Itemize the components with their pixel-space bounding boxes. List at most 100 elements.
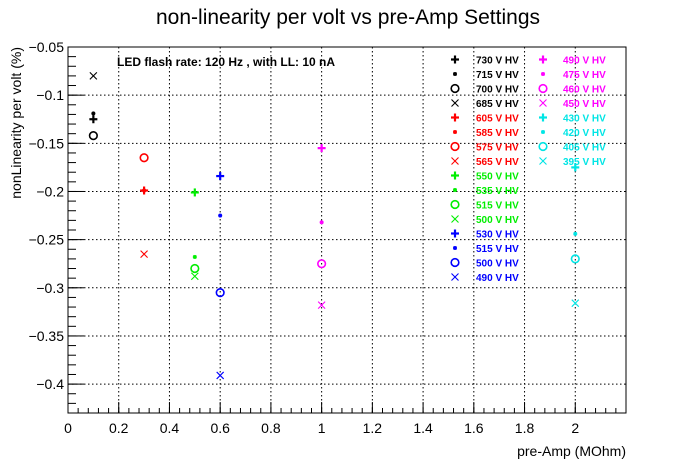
data-point <box>89 72 98 80</box>
chart-title: non-linearity per volt vs pre-Amp Settin… <box>156 6 540 29</box>
legend-item: 395 V HV <box>539 157 606 168</box>
x-tick-label: 1.6 <box>464 420 484 436</box>
data-point <box>88 131 98 141</box>
x-tick-label: 1.4 <box>413 420 433 436</box>
y-tick-label: −0.15 <box>29 135 65 151</box>
legend-label: 430 V HV <box>563 114 606 125</box>
legend-label: 395 V HV <box>563 157 606 168</box>
legend-item: 575 V HV <box>450 141 519 154</box>
legend-marker <box>451 171 459 180</box>
legend-marker <box>450 257 460 268</box>
legend-item: 605 V HV <box>451 113 519 125</box>
legend-marker <box>451 55 459 64</box>
legend-label: 490 V HV <box>563 56 606 67</box>
legend-marker <box>450 141 460 152</box>
legend-marker <box>451 99 459 107</box>
chart-annotation: LED flash rate: 120 Hz , with LL: 10 nA <box>117 55 335 69</box>
data-point <box>317 144 326 153</box>
legend-item: 420 V HV <box>541 128 606 139</box>
legend-label: 515 V HV <box>476 201 519 212</box>
grid <box>67 46 626 413</box>
legend-label: 535 V HV <box>476 186 519 197</box>
legend-item: 565 V HV <box>451 157 519 168</box>
x-tick-label: 1.2 <box>363 420 383 436</box>
data-point <box>139 153 149 163</box>
legend-item: 715 V HV <box>453 70 519 81</box>
data-point <box>190 188 199 197</box>
legend-marker <box>538 83 548 94</box>
legend-item: 515 V HV <box>453 244 519 255</box>
legend-item: 685 V HV <box>451 99 519 110</box>
data-point <box>317 301 326 310</box>
legend-marker <box>539 99 547 107</box>
data-point <box>573 231 578 236</box>
data-point <box>216 172 225 181</box>
legend-label: 605 V HV <box>476 114 519 125</box>
data-point <box>216 371 225 380</box>
legend-marker <box>453 188 457 192</box>
legend-label: 730 V HV <box>476 56 519 67</box>
legend-marker <box>451 229 459 238</box>
legend-marker <box>450 83 460 94</box>
data-point <box>190 263 200 274</box>
x-tick-label: 0.6 <box>210 420 230 436</box>
y-tick-label: −0.3 <box>36 280 64 296</box>
x-tick-label: 0.2 <box>109 420 129 436</box>
legend-item: 730 V HV <box>451 55 519 67</box>
x-tick-label: 1.8 <box>515 420 535 436</box>
legend-item: 430 V HV <box>539 113 606 125</box>
legend-label: 700 V HV <box>476 85 519 96</box>
legend-label: 420 V HV <box>563 128 606 139</box>
legend-label: 550 V HV <box>476 172 519 183</box>
x-axis-label: pre-Amp (MOhm) <box>517 443 626 459</box>
data-point <box>140 250 148 258</box>
legend-item: 405 V HV <box>538 141 606 154</box>
legend-marker <box>539 113 547 122</box>
legend-item: 450 V HV <box>539 99 606 110</box>
x-tick-label: 0 <box>64 420 72 436</box>
legend-item: 490 V HV <box>539 55 606 67</box>
legend-label: 565 V HV <box>476 157 519 168</box>
legend-item: 500 V HV <box>450 257 519 270</box>
y-tick-label: −0.1 <box>36 87 64 103</box>
y-tick-label: −0.05 <box>29 39 65 55</box>
legend-label: 585 V HV <box>476 128 519 139</box>
y-tick-label: −0.25 <box>29 232 65 248</box>
legend-label: 405 V HV <box>563 143 606 154</box>
legend-marker <box>453 246 457 250</box>
data-point <box>91 111 96 116</box>
axes: 0 0.2 0.4 0.6 0.8 1 1.2 1.4 1.6 1.8 2 −0.05 −0.1 −0.1… <box>29 39 627 436</box>
legend-marker <box>539 157 547 165</box>
x-tick-label: 0.8 <box>261 420 281 436</box>
data-point <box>215 288 225 298</box>
legend-label: 500 V HV <box>476 215 519 226</box>
legend-item: 515 V HV <box>450 199 519 212</box>
legend-label: 685 V HV <box>476 99 519 110</box>
legend-marker <box>538 141 548 152</box>
legend-item: 490 V HV <box>451 273 519 284</box>
data-point <box>192 254 197 259</box>
data-points <box>88 72 580 380</box>
data-point <box>89 115 98 124</box>
x-tick-label: 2 <box>571 420 579 436</box>
y-tick-label: −0.35 <box>29 328 65 344</box>
legend-label: 450 V HV <box>563 99 606 110</box>
legend-label: 530 V HV <box>476 230 519 241</box>
legend-label: 475 V HV <box>563 70 606 81</box>
y-tick-label: −0.2 <box>36 183 64 199</box>
legend-marker <box>539 55 547 64</box>
legend-item: 500 V HV <box>451 215 519 226</box>
legend-marker <box>541 130 545 134</box>
legend-item: 535 V HV <box>453 186 519 197</box>
legend-label: 575 V HV <box>476 143 519 154</box>
legend-marker <box>451 113 459 122</box>
legend-marker <box>451 273 459 281</box>
y-axis-label: nonLinearity per volt (%) <box>8 47 24 199</box>
legend-label: 515 V HV <box>476 244 519 255</box>
legend-marker <box>541 72 545 76</box>
legend-item: 460 V HV <box>538 83 606 96</box>
data-point <box>190 272 199 281</box>
data-point <box>319 220 324 225</box>
legend-marker <box>453 72 457 76</box>
